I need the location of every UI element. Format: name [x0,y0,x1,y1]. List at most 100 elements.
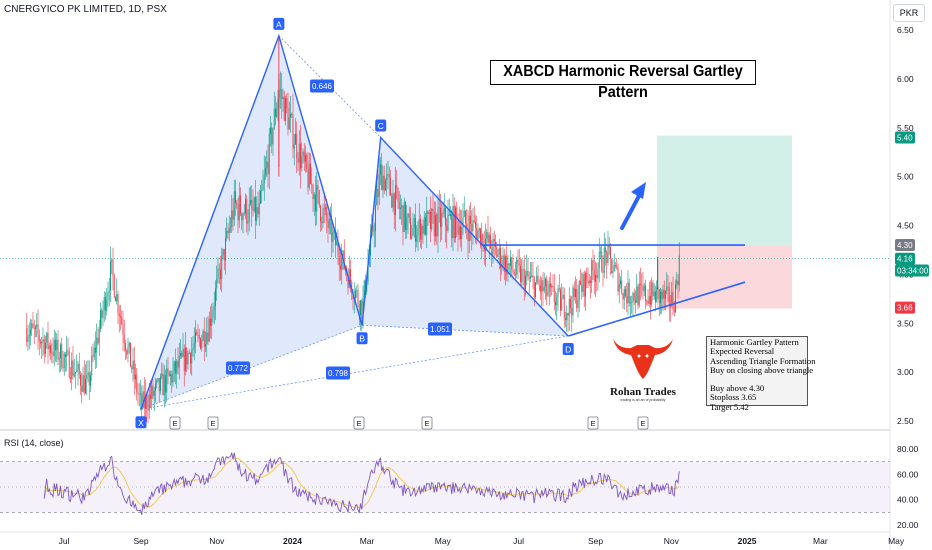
candle-body [55,339,56,351]
candle-body [610,247,611,259]
candle-body [498,247,500,255]
candle-body [35,326,36,330]
bcd-triangle [362,137,569,336]
candle-body [635,299,636,303]
candle-body [448,214,450,216]
ratio-label-bg [326,366,350,380]
target-zone [657,135,792,246]
candle-body [578,280,580,300]
candle-body [423,216,425,234]
candle-body [200,338,201,349]
candle-body [677,280,679,286]
candle-body [535,282,536,298]
candle-body [462,216,464,229]
candle-body [216,278,218,289]
candle-body [332,231,334,242]
candle-body [303,151,305,162]
ratio-label-text: 1.051 [430,325,451,334]
candle-body [138,393,140,395]
ratio-label-bg [226,361,250,375]
candle-body [98,328,100,344]
point-label-bg [562,342,574,355]
axis-price-label-bg [895,252,915,265]
candle-body [521,269,523,283]
candle-body [455,207,456,239]
candle-body [505,256,506,272]
candle-body [70,377,71,380]
candle-body [173,361,175,371]
candle-body [486,232,488,240]
event-marker-text: E [210,419,215,428]
candle-body [558,288,560,290]
candle-body [120,316,121,318]
candle-body [133,360,135,380]
candle-body [107,292,109,300]
candle-body [528,277,530,279]
candle-body [547,292,549,296]
candle-body [412,227,414,236]
candle-body [645,285,646,301]
axis-price-label-text: 4.16 [897,255,913,264]
candle-body [476,227,478,240]
bull-eye [645,354,649,358]
candle-body [328,219,330,229]
candle-body [33,327,35,330]
candle-body [136,374,138,393]
candle-body [436,214,438,237]
candle-body [611,258,613,273]
candle-body [125,343,126,351]
candle-body [513,272,515,275]
axis-price-label-bg [895,264,929,277]
candle-body [52,352,54,357]
candle-body [126,350,128,355]
event-marker: E [637,416,649,430]
candle-body [215,288,216,306]
candle-body [201,340,203,349]
candle-body [508,263,510,266]
candle-body [322,208,324,224]
candle-body [225,237,226,261]
ratio-label-text: 0.646 [312,82,333,91]
candle-body [281,89,283,100]
candle-body [446,225,448,231]
candle-body [590,280,591,284]
candle-body [26,328,28,342]
candle-body [606,252,608,263]
event-marker-box [587,416,599,430]
candle-body [151,385,153,399]
candle-body [603,247,605,273]
note-line: Buy above 4.30 [710,383,765,394]
candle-body [630,302,631,304]
candle-body [570,298,571,308]
candle-body [97,337,99,344]
candle-body [402,205,404,232]
candle-body [491,248,493,255]
event-marker-box [421,416,433,430]
candle-body [37,324,39,335]
candle-body [567,312,569,316]
candle-body [373,230,375,232]
candle-body [282,96,284,100]
candle-body [543,286,545,291]
time-tick-label: Mar [813,536,828,546]
candle-body [86,375,88,380]
candle-body [90,375,91,386]
candle-body [148,394,150,411]
point-label-bg [135,416,147,429]
rsi-legend[interactable]: RSI (14, close) [4,438,64,448]
candle-body [616,265,618,268]
candle-body [601,251,603,272]
candle-body [517,259,519,264]
candle-body [441,213,443,228]
candle-body [537,275,539,284]
currency-button[interactable]: PKR [893,4,925,22]
candle-body [191,350,193,364]
candle-body [581,284,583,292]
candle-body [631,302,633,304]
candle-body [257,207,259,215]
candle-body [633,292,635,300]
candle-body [146,395,148,409]
axis-price-label: 3.66 [895,301,915,314]
candle-body [61,344,63,368]
